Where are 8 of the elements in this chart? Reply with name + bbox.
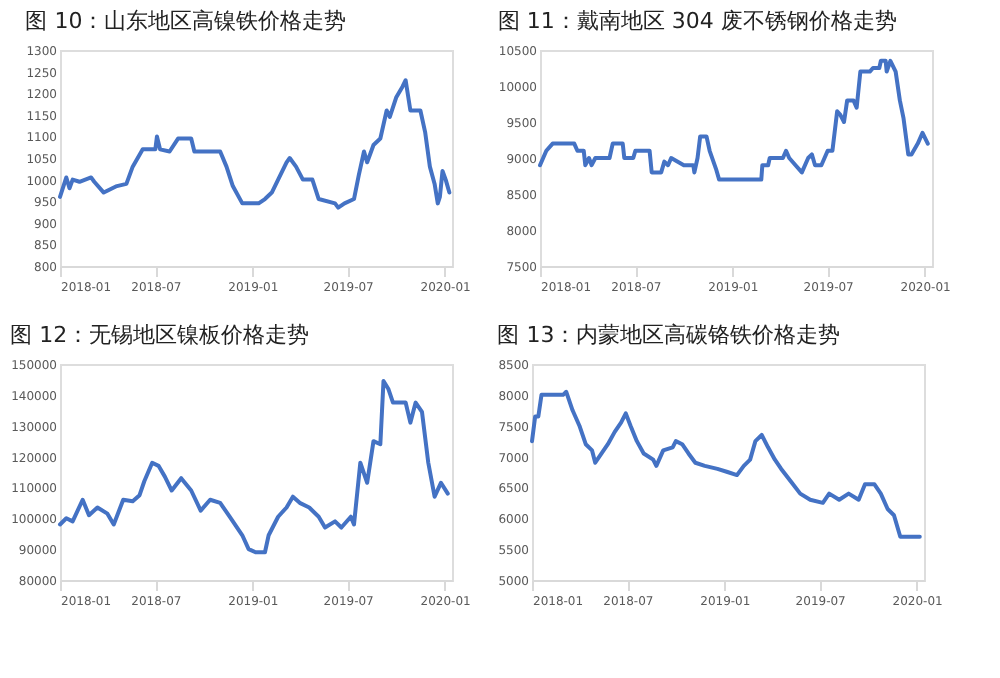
chart-title: 图 10：山东地区高镍铁价格走势 (25, 8, 347, 34)
chart-title: 图 11：戴南地区 304 废不锈钢价格走势 (497, 8, 897, 34)
line-series (538, 58, 930, 182)
line-series (58, 378, 450, 555)
chart-title: 图 12：无锡地区镍板价格走势 (10, 322, 310, 348)
chart-title: 图 13：内蒙地区高碳铬铁价格走势 (497, 322, 841, 348)
line-series (58, 78, 452, 210)
line-series (530, 389, 922, 539)
